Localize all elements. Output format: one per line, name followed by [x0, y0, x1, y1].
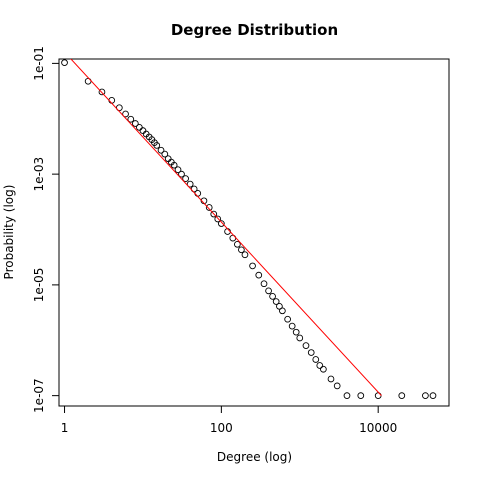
- data-point: [186, 180, 194, 188]
- data-point: [284, 315, 291, 323]
- data-point: [132, 120, 139, 127]
- chart-title: Degree Distribution: [171, 21, 338, 39]
- data-point: [320, 365, 327, 373]
- x-axis-label: Degree (log): [217, 450, 292, 464]
- data-point: [161, 150, 169, 158]
- data-point: [288, 322, 296, 330]
- fit-line: [70, 59, 382, 396]
- plot-frame: [58, 58, 450, 407]
- data-point: [210, 210, 218, 218]
- y-tick-label: 1e-05: [32, 268, 46, 303]
- data-point: [98, 88, 106, 96]
- x-axis: 1 100 10000: [61, 406, 397, 435]
- x-tick-label: 100: [210, 421, 233, 435]
- data-point: [343, 392, 351, 399]
- data-point: [296, 334, 304, 342]
- data-point: [122, 110, 129, 118]
- data-point: [316, 362, 324, 369]
- data-point: [205, 204, 213, 211]
- data-point: [241, 251, 249, 259]
- data-points: [61, 59, 437, 399]
- data-point: [238, 246, 245, 254]
- data-point: [127, 115, 135, 123]
- data-point: [260, 280, 268, 288]
- data-point: [429, 392, 437, 399]
- data-point: [327, 375, 335, 383]
- fit-line-group: [70, 59, 382, 396]
- data-point: [398, 392, 406, 399]
- data-point: [265, 287, 272, 295]
- data-point: [214, 215, 222, 223]
- x-tick-label: 10000: [359, 421, 397, 435]
- y-tick-label: 1e-03: [32, 157, 46, 192]
- data-point: [234, 240, 241, 248]
- data-point: [276, 302, 283, 310]
- data-point: [164, 155, 172, 163]
- data-point: [178, 170, 185, 178]
- data-point: [292, 328, 300, 336]
- data-point: [139, 127, 147, 134]
- data-point: [170, 161, 178, 169]
- data-point: [174, 166, 182, 174]
- y-axis-label: Probability (log): [2, 185, 16, 280]
- data-point: [333, 382, 341, 390]
- data-point: [249, 262, 256, 270]
- data-point: [302, 342, 310, 349]
- y-tick-label: 1e-01: [32, 46, 46, 81]
- data-point: [357, 392, 365, 399]
- y-axis: 1e-01 1e-03 1e-05 1e-07: [32, 46, 59, 413]
- data-point: [269, 293, 276, 300]
- y-tick-label: 1e-07: [32, 378, 46, 413]
- data-point: [194, 189, 202, 197]
- data-point: [182, 175, 189, 182]
- data-point: [422, 392, 429, 399]
- data-point: [272, 298, 280, 305]
- data-point: [218, 220, 225, 227]
- data-point: [307, 349, 315, 356]
- x-tick-label: 1: [61, 421, 69, 435]
- data-point: [153, 142, 161, 149]
- data-point: [279, 307, 286, 315]
- data-point: [312, 356, 320, 363]
- data-point: [157, 146, 165, 154]
- data-point: [61, 59, 68, 67]
- data-point: [255, 271, 263, 279]
- data-point: [136, 123, 143, 131]
